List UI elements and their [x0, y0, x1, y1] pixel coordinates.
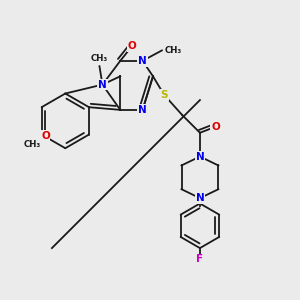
- Text: CH₃: CH₃: [165, 46, 182, 55]
- Text: S: S: [160, 90, 168, 100]
- Text: O: O: [128, 41, 136, 51]
- Text: N: N: [138, 105, 147, 115]
- Text: CH₃: CH₃: [91, 54, 108, 63]
- Text: O: O: [211, 122, 220, 132]
- Text: N: N: [138, 56, 147, 66]
- Text: N: N: [98, 80, 107, 90]
- Text: O: O: [41, 131, 50, 141]
- Text: N: N: [196, 152, 204, 161]
- Text: F: F: [196, 254, 203, 264]
- Text: N: N: [196, 193, 204, 203]
- Text: CH₃: CH₃: [23, 140, 40, 148]
